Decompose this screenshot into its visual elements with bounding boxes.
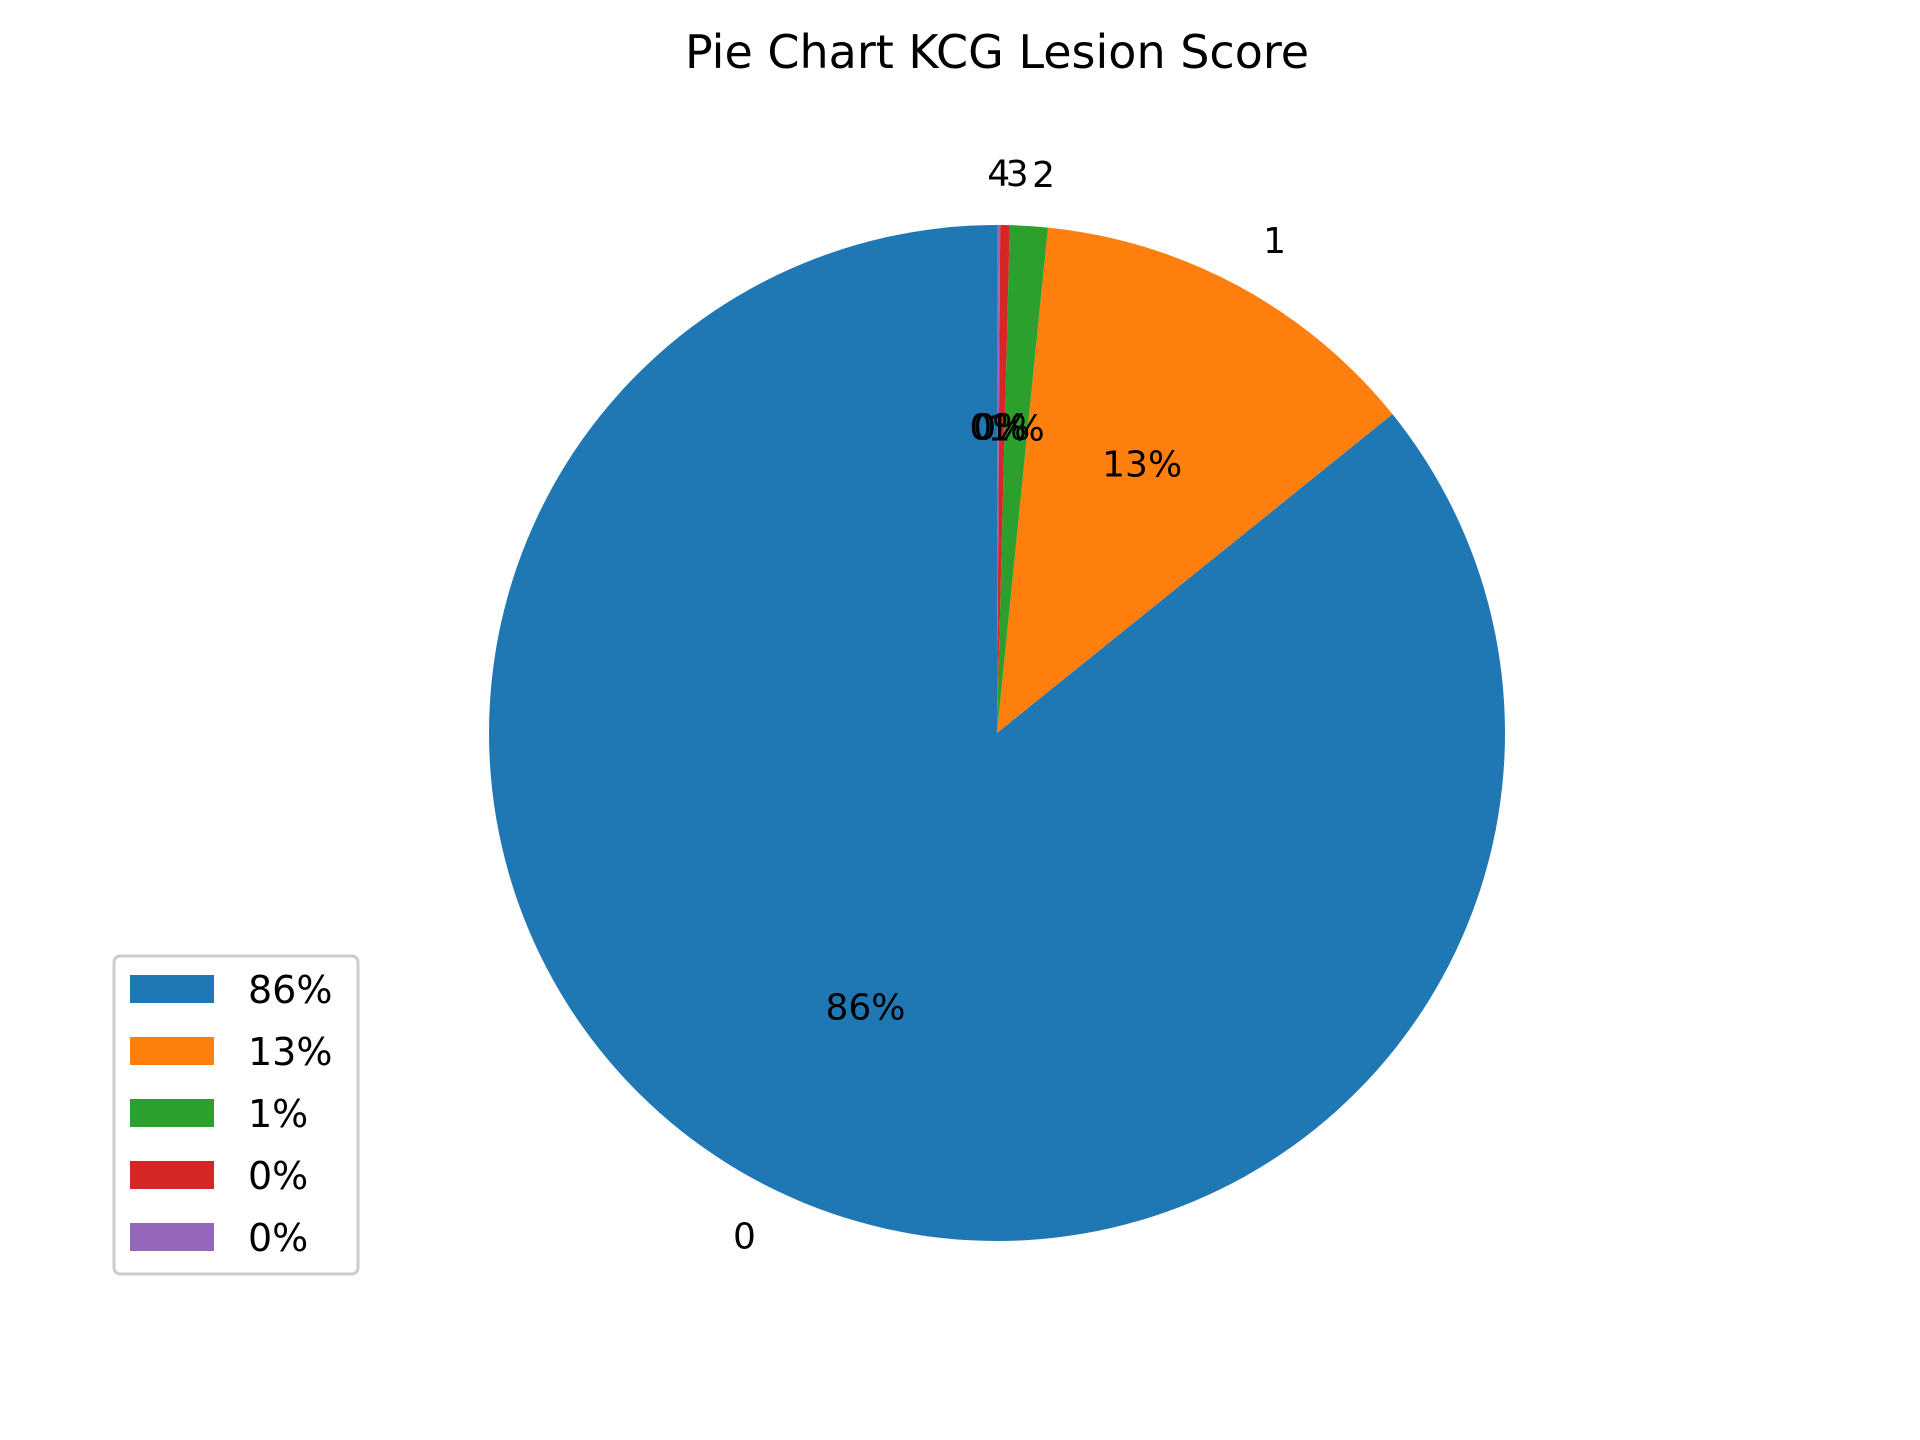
legend-entry-4: 0% xyxy=(248,1216,308,1260)
pie-slice-1 xyxy=(997,227,1393,733)
legend-entry-0: 86% xyxy=(248,968,332,1012)
slice-label-1: 1 xyxy=(1263,221,1286,262)
slice-percent-1: 13% xyxy=(1102,444,1182,485)
legend-swatch-2 xyxy=(130,1099,214,1127)
slice-labels: 0 1 234 xyxy=(733,154,1286,1258)
slice-label-2: 2 xyxy=(1032,155,1055,196)
legend-swatch-4 xyxy=(130,1223,214,1251)
pie-slice-0 xyxy=(488,225,1505,1241)
percent-labels: 86% 13% 1%0%0% xyxy=(825,408,1182,1029)
chart-title: Pie Chart KCG Lesion Score xyxy=(685,25,1309,79)
legend: 86% 13% 1% 0% 0% xyxy=(112,954,360,1276)
slice-percent-4: 0% xyxy=(969,408,1026,449)
legend-swatch-1 xyxy=(130,1037,214,1065)
legend-entry-3: 0% xyxy=(248,1154,308,1198)
legend-swatch-0 xyxy=(130,975,214,1003)
slice-label-4: 4 xyxy=(987,154,1010,195)
slice-label-3: 3 xyxy=(1006,154,1029,195)
legend-entry-2: 1% xyxy=(248,1092,308,1136)
pie-slice-2 xyxy=(997,225,1048,733)
pie-slice-4 xyxy=(997,225,1001,733)
slice-label-0: 0 xyxy=(733,1217,756,1258)
pie-slices xyxy=(488,225,1505,1241)
legend-frame xyxy=(112,954,360,1276)
pie-slice-3 xyxy=(997,225,1010,734)
slice-percent-3: 0% xyxy=(973,408,1030,449)
legend-swatch-3 xyxy=(130,1161,214,1189)
slice-percent-0: 86% xyxy=(825,987,905,1028)
slice-percent-2: 1% xyxy=(988,408,1045,449)
legend-entry-1: 13% xyxy=(248,1030,332,1074)
